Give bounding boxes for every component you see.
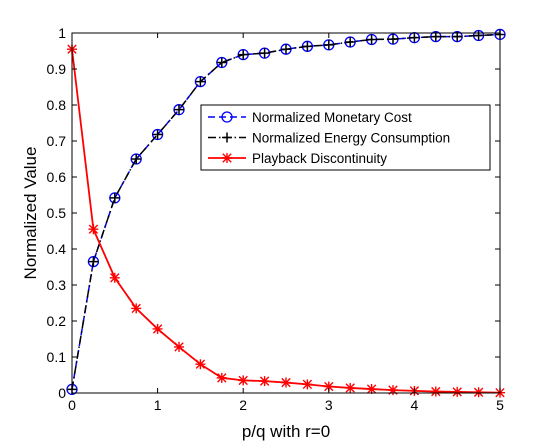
data-point bbox=[174, 104, 184, 115]
data-point bbox=[323, 39, 334, 50]
data-point bbox=[109, 272, 120, 283]
legend-entry: Normalized Energy Consumption bbox=[208, 131, 450, 146]
data-point bbox=[238, 375, 249, 386]
data-point bbox=[174, 341, 184, 352]
legend-label: Normalized Energy Consumption bbox=[252, 131, 450, 146]
data-point bbox=[430, 386, 441, 397]
data-point bbox=[366, 34, 377, 45]
data-point bbox=[131, 303, 142, 314]
data-point bbox=[302, 41, 313, 52]
y-axis-label: Normalized Value bbox=[21, 147, 40, 280]
legend-marker bbox=[222, 153, 232, 163]
ticks-layer: 0 1 2 3 4 5 0 0.1 0.2 0.3 0.4 0.5 0.6 0.7 0.8 0.9 1 bbox=[47, 25, 505, 413]
legend-box bbox=[200, 104, 491, 171]
x-tick-label: 1 bbox=[154, 397, 162, 413]
data-point bbox=[281, 44, 291, 55]
legend-label: Normalized Monetary Cost bbox=[252, 110, 412, 125]
y-tick-label: 0.3 bbox=[47, 277, 67, 293]
legend-entry: Normalized Monetary Cost bbox=[208, 110, 412, 125]
data-point bbox=[152, 129, 163, 140]
data-point bbox=[366, 384, 377, 395]
y-tick-label: 0.2 bbox=[47, 313, 67, 329]
data-point bbox=[345, 382, 356, 393]
data-point bbox=[259, 376, 270, 387]
series-layer bbox=[66, 28, 506, 398]
legend-marker bbox=[221, 111, 233, 123]
data-point bbox=[88, 224, 99, 235]
data-point bbox=[473, 30, 484, 41]
x-tick-label: 3 bbox=[325, 397, 333, 413]
legend-entry: Playback Discontinuity bbox=[208, 151, 387, 166]
data-point bbox=[345, 37, 356, 47]
plot-area bbox=[72, 33, 500, 393]
data-point bbox=[259, 48, 270, 59]
y-tick-label: 0.5 bbox=[47, 205, 67, 221]
y-tick-label: 0 bbox=[58, 385, 66, 401]
legend-label: Playback Discontinuity bbox=[252, 151, 387, 166]
data-point bbox=[388, 385, 398, 396]
x-tick-label: 2 bbox=[239, 397, 247, 413]
legend-marker bbox=[222, 132, 232, 143]
data-point bbox=[452, 386, 463, 397]
series-2 bbox=[67, 44, 505, 398]
data-point bbox=[152, 323, 163, 334]
data-point bbox=[195, 359, 206, 370]
y-tick-label: 0.8 bbox=[47, 97, 67, 113]
data-point bbox=[238, 49, 249, 60]
x-tick-label: 0 bbox=[68, 397, 76, 413]
series-1 bbox=[67, 29, 505, 395]
data-point bbox=[302, 379, 313, 390]
data-point bbox=[216, 57, 227, 68]
data-point bbox=[323, 381, 334, 392]
x-tick-label: 5 bbox=[496, 397, 504, 413]
y-tick-label: 1 bbox=[58, 25, 66, 41]
y-tick-label: 0.9 bbox=[47, 61, 67, 77]
data-point bbox=[473, 387, 484, 398]
data-point bbox=[216, 372, 227, 383]
data-point bbox=[109, 192, 120, 203]
x-tick-label: 4 bbox=[411, 397, 419, 413]
y-tick-label: 0.6 bbox=[47, 169, 67, 185]
data-point bbox=[131, 154, 142, 164]
x-axis-label: p/q with r=0 bbox=[242, 422, 330, 441]
data-point bbox=[281, 377, 291, 388]
data-point bbox=[388, 34, 398, 45]
legend: Normalized Monetary Cost Normalized Energ… bbox=[200, 104, 491, 171]
y-tick-label: 0.4 bbox=[47, 241, 67, 257]
data-point bbox=[88, 256, 99, 267]
y-tick-label: 0.1 bbox=[47, 349, 67, 365]
legend-entries: Normalized Monetary Cost Normalized Energ… bbox=[208, 110, 450, 166]
y-tick-label: 0.7 bbox=[47, 133, 67, 149]
data-point bbox=[195, 76, 206, 87]
